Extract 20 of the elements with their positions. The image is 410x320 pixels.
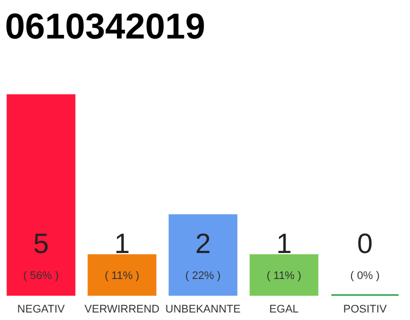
x-tick-label: EGAL [269,304,299,316]
chart-title: 0610342019 [5,5,206,46]
bar [88,254,156,296]
data-label: 1 [114,228,130,259]
data-label: 5 [33,228,49,259]
annotation: ( 56% ) [23,270,59,282]
data-label: 2 [195,228,211,259]
x-tick-label: VERWIRREND [84,304,160,316]
annotation: ( 11% ) [104,270,140,282]
bar [250,254,318,296]
annotation: ( 11% ) [266,270,302,282]
bar [168,214,238,296]
data-label: 0 [357,228,373,259]
annotation: ( 22% ) [185,270,221,282]
data-label: 1 [276,228,292,259]
x-tick-label: POSITIV [343,304,388,316]
annotation: ( 0% ) [350,270,380,282]
x-tick-label: NEGATIV [17,304,66,316]
bar [6,94,76,296]
x-tick-label: UNBEKANNTE [165,304,241,316]
